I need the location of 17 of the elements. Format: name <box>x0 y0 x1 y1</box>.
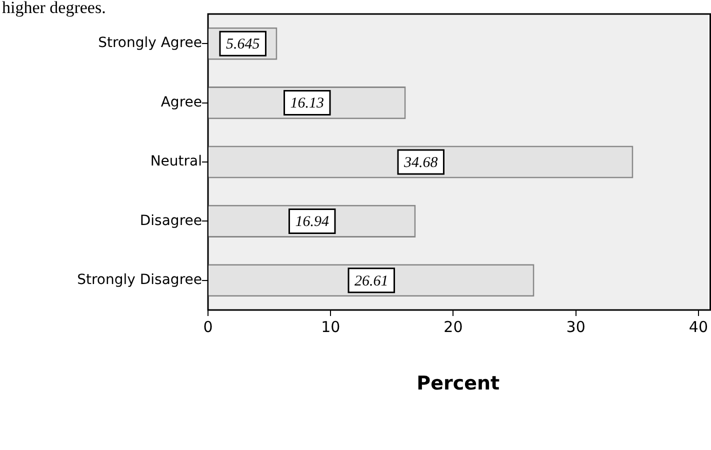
y-tick-label: Disagree <box>140 212 202 229</box>
x-tick-label: 10 <box>321 318 340 336</box>
data-label: 5.645 <box>226 36 260 53</box>
data-label: 16.13 <box>290 96 324 112</box>
text: higher degrees. <box>2 0 106 17</box>
data-label: 16.94 <box>295 214 330 230</box>
y-tick-label: Neutral <box>150 154 202 170</box>
x-tick-label: 40 <box>688 318 708 336</box>
data-label: 34.68 <box>402 154 438 171</box>
x-axis-title: Percent <box>416 372 500 395</box>
data-label: 26.61 <box>354 273 388 290</box>
x-tick-label: 30 <box>566 318 586 336</box>
y-tick-label: Agree <box>160 94 202 110</box>
x-tick-label: 0 <box>203 318 213 336</box>
y-tick-label: Strongly Disagree <box>77 272 202 288</box>
y-tick-label: Strongly Agree <box>98 35 202 52</box>
x-tick-label: 20 <box>444 318 463 336</box>
